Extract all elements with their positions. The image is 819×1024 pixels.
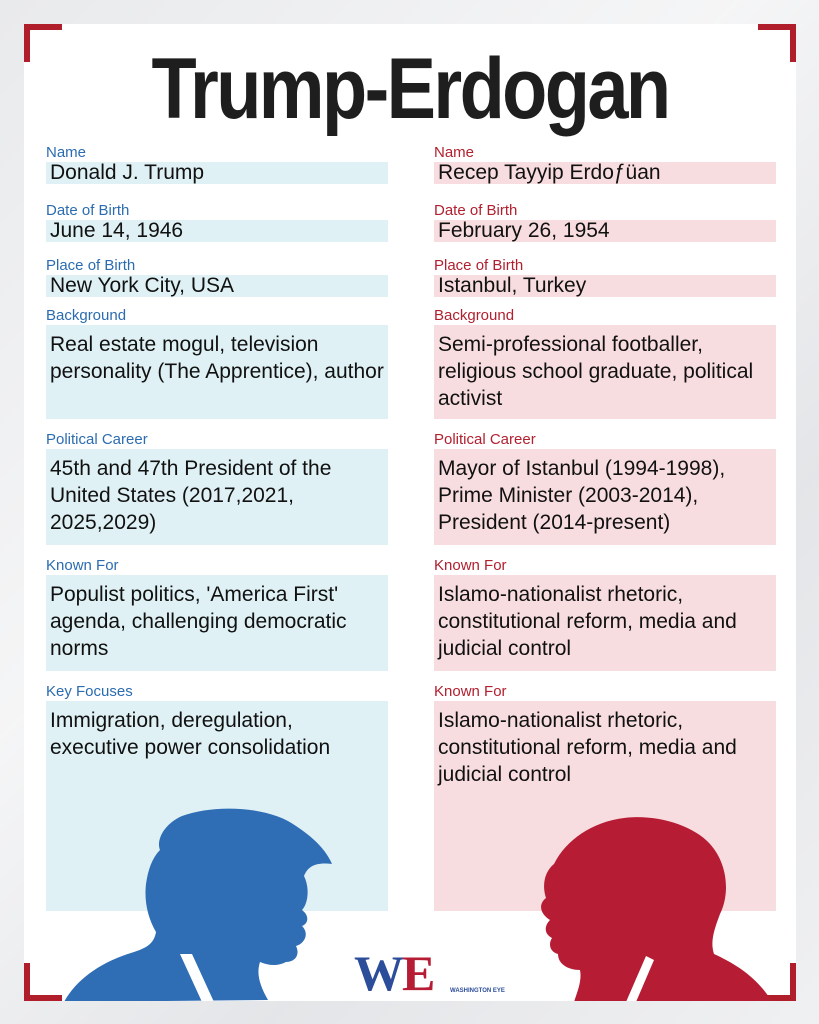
shirt-collar-left	[180, 954, 214, 1001]
name-value: Donald J. Trump	[46, 162, 388, 184]
dob-label: Date of Birth	[434, 202, 518, 219]
corner-bracket-bottom-left	[24, 963, 62, 1001]
shirt-collar-right	[626, 956, 654, 1001]
career-value: Mayor of Istanbul (1994-1998), Prime Min…	[434, 449, 776, 545]
career-value: 45th and 47th President of the United St…	[46, 449, 388, 545]
background-value: Semi-professional footballer, religious …	[434, 325, 776, 419]
name-value: Recep Tayyip Erdoƒüan	[434, 162, 776, 184]
page-title: Trump-Erdogan	[151, 41, 671, 137]
background-label: Background	[46, 307, 127, 324]
background-value: Real estate mogul, television personalit…	[46, 325, 388, 419]
corner-bracket-top-left	[24, 24, 62, 62]
name-label: Name	[434, 144, 475, 161]
logo-e: E	[402, 946, 435, 1000]
left-portrait-silhouette	[64, 808, 332, 1001]
left-profile-column: Name Donald J. Trump Date of Birth June …	[46, 144, 388, 923]
known-for-value: Islamo-nationalist rhetoric, constitutio…	[434, 575, 776, 671]
right-portrait-silhouette	[541, 817, 772, 1001]
career-label: Political Career	[46, 431, 148, 448]
background-label: Background	[434, 307, 515, 324]
logo-w: W	[354, 946, 404, 1000]
logo-wordmark: WASHINGTON EYE	[450, 988, 505, 994]
name-label: Name	[46, 144, 87, 161]
dob-value: June 14, 1946	[46, 220, 388, 242]
logo-mark: W E	[354, 945, 436, 1001]
corner-bracket-bottom-right	[758, 963, 796, 1001]
known-for-value: Populist politics, 'America First' agend…	[46, 575, 388, 671]
dob-label: Date of Birth	[46, 202, 130, 219]
known-for-label-2: Known For	[434, 683, 507, 700]
pob-label: Place of Birth	[46, 257, 136, 274]
pob-label: Place of Birth	[434, 257, 524, 274]
washington-eye-logo: W E WASHINGTON EYE	[354, 945, 505, 1001]
dob-value: February 26, 1954	[434, 220, 776, 242]
key-focuses-label: Key Focuses	[46, 683, 133, 700]
pob-value: Istanbul, Turkey	[434, 275, 776, 297]
pob-value: New York City, USA	[46, 275, 388, 297]
right-profile-column: Name Recep Tayyip Erdoƒüan Date of Birth…	[434, 144, 776, 923]
corner-bracket-top-right	[758, 24, 796, 62]
known-for-label: Known For	[46, 557, 119, 574]
infographic-card: Trump-Erdogan Name Donald J. Trump Date …	[24, 24, 796, 1001]
known-for-label: Known For	[434, 557, 507, 574]
career-label: Political Career	[434, 431, 536, 448]
